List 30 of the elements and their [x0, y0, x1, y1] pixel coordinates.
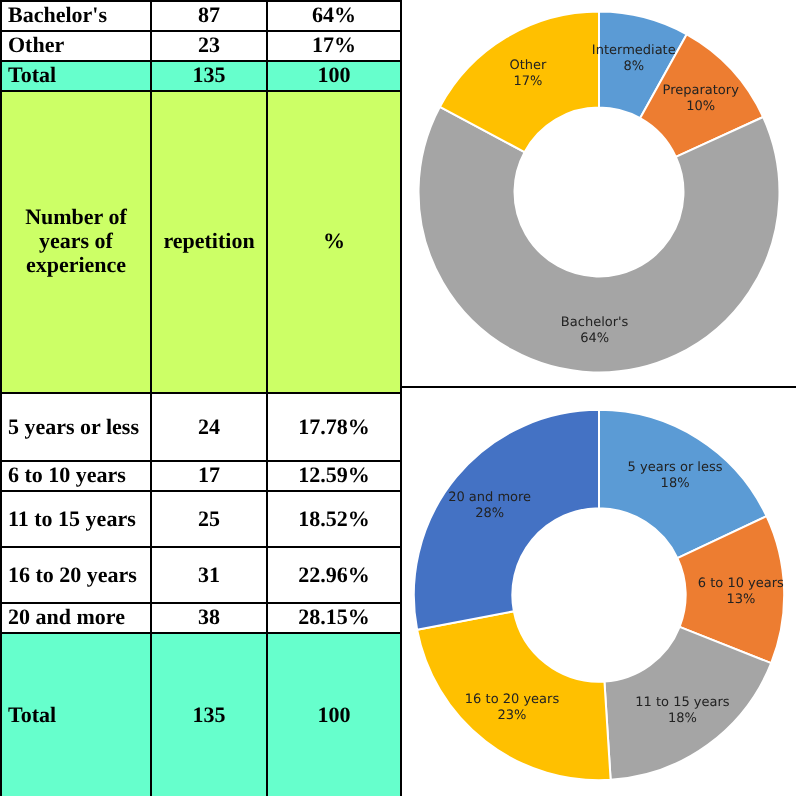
text: repetition	[151, 91, 267, 393]
text: 31	[151, 547, 267, 603]
text: 38	[151, 603, 267, 633]
text: 17%	[267, 31, 401, 61]
text: 11 to 15 years	[1, 491, 151, 547]
text: 16 to 20 years	[1, 547, 151, 603]
text: 20 and more	[1, 603, 151, 633]
text: 17	[151, 461, 267, 491]
text: 135	[151, 61, 267, 91]
text: 28.15%	[267, 603, 401, 633]
text: 87	[151, 1, 267, 31]
text: 22.96%	[267, 547, 401, 603]
text: %	[267, 91, 401, 393]
text: Total	[1, 633, 151, 796]
text: 100	[267, 633, 401, 796]
text: Number of years of experience	[1, 91, 151, 393]
text: 18.52%	[267, 491, 401, 547]
text: Total	[1, 61, 151, 91]
text: 24	[151, 393, 267, 461]
text: Bachelor's	[1, 1, 151, 31]
text: 6 to 10 years	[1, 461, 151, 491]
text: 12.59%	[267, 461, 401, 491]
text: 25	[151, 491, 267, 547]
text: 135	[151, 633, 267, 796]
text: 100	[267, 61, 401, 91]
text: 5 years or less	[1, 393, 151, 461]
text: 64%	[267, 1, 401, 31]
text: Other	[1, 31, 151, 61]
text: 17.78%	[267, 393, 401, 461]
text: 23	[151, 31, 267, 61]
